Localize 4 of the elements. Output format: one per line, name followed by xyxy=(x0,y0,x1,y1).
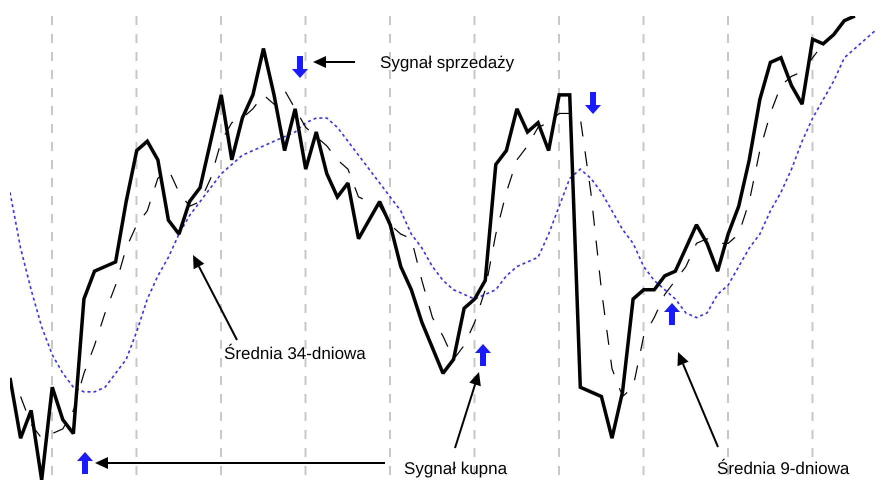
annotation: Sygnał sprzedaży xyxy=(380,53,515,72)
annotation: Średnia 9-dniowa xyxy=(717,458,850,478)
annotation: Średnia 34-dniowa xyxy=(224,343,366,363)
annotation: Sygnał kupna xyxy=(404,459,508,478)
